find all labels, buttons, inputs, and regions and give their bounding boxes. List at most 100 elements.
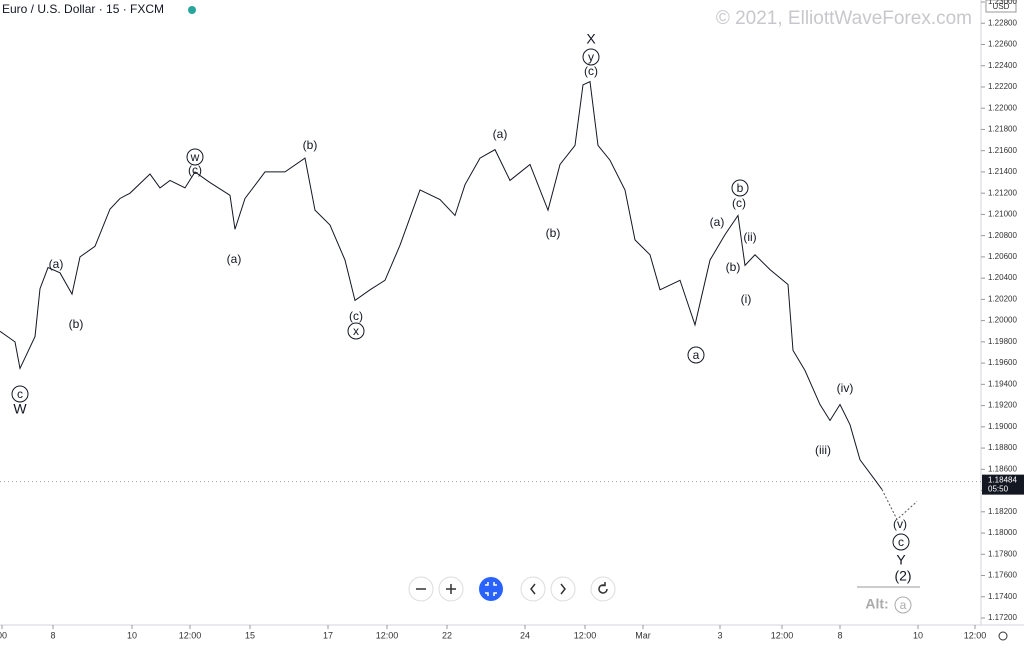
y-tick-label: 1.21200 xyxy=(988,188,1017,197)
y-tick-label: 1.17800 xyxy=(988,549,1017,558)
wave-circle xyxy=(582,48,600,66)
wave-label: (2) xyxy=(894,568,911,584)
settings[interactable] xyxy=(998,631,1008,641)
wave-label: w xyxy=(190,150,200,164)
scroll-left[interactable] xyxy=(520,576,546,602)
icon xyxy=(560,583,566,595)
x-tick-label: 12:00 xyxy=(771,630,794,640)
wave-label: (v) xyxy=(893,517,907,531)
alt-label: Alt: xyxy=(865,596,888,612)
currency-box xyxy=(985,0,1017,13)
x-tick-label: 12:00 xyxy=(179,630,202,640)
y-tick-label: 1.23000 xyxy=(988,0,1017,6)
y-tick-label: 1.20400 xyxy=(988,273,1017,282)
x-tick-label: 10 xyxy=(127,630,137,640)
wave-label: (a) xyxy=(227,252,242,266)
y-tick-label: 1.18600 xyxy=(988,464,1017,473)
x-tick-label: 10 xyxy=(913,630,923,640)
wave-label: (b) xyxy=(726,260,741,274)
wave-label: (c) xyxy=(188,163,202,177)
wave-circle xyxy=(731,179,749,197)
x-tick-label: 3 xyxy=(717,630,722,640)
y-tick-label: 1.19400 xyxy=(988,379,1017,388)
alt-circled-label: a xyxy=(900,598,907,612)
watermark: © 2021, ElliottWaveForex.com xyxy=(716,8,972,29)
y-tick-label: 1.22200 xyxy=(988,82,1017,91)
x-tick-label: 00 xyxy=(0,630,7,640)
y-tick-label: 1.22400 xyxy=(988,61,1017,70)
wave-circle xyxy=(186,148,204,166)
wave-circle xyxy=(687,346,705,364)
wave-label: (c) xyxy=(584,64,598,78)
last-price-label: 1.18484 xyxy=(988,476,1017,485)
y-tick-label: 1.20600 xyxy=(988,252,1017,261)
y-tick-label: 1.22600 xyxy=(988,40,1017,49)
wave-circle xyxy=(347,322,365,340)
x-tick-label: 8 xyxy=(837,630,842,640)
wave-label: Y xyxy=(896,552,906,568)
y-tick-label: 1.17200 xyxy=(988,613,1017,622)
y-tick-label: 1.19800 xyxy=(988,337,1017,346)
y-tick-label: 1.22800 xyxy=(988,18,1017,27)
y-tick-label: 1.19200 xyxy=(988,401,1017,410)
wave-label: x xyxy=(353,324,359,338)
icon xyxy=(446,584,456,594)
y-tick-label: 1.19000 xyxy=(988,422,1017,431)
countdown: 05:50 xyxy=(988,485,1009,494)
y-tick-label: 1.21600 xyxy=(988,146,1017,155)
x-tick-label: 12:00 xyxy=(964,630,987,640)
icon xyxy=(485,582,497,596)
x-tick-label: 8 xyxy=(50,630,55,640)
wave-label: b xyxy=(737,181,744,195)
icon xyxy=(598,582,608,594)
x-tick-label: Mar xyxy=(635,630,651,640)
wave-label: (c) xyxy=(349,309,363,323)
y-tick-label: 1.21800 xyxy=(988,125,1017,134)
y-tick-label: 1.20000 xyxy=(988,316,1017,325)
wave-label: y xyxy=(588,50,594,64)
wave-circle xyxy=(892,533,910,551)
refresh[interactable] xyxy=(590,576,616,602)
y-tick-label: 1.17600 xyxy=(988,571,1017,580)
symbol-title: Euro / U.S. Dollar · 15 · FXCM xyxy=(2,2,164,16)
wave-label: (iv) xyxy=(837,381,854,395)
y-tick-label: 1.20200 xyxy=(988,294,1017,303)
wave-label: (a) xyxy=(49,257,64,271)
x-tick-label: 15 xyxy=(245,630,255,640)
wave-label: (b) xyxy=(303,138,318,152)
wave-label: W xyxy=(13,401,27,417)
wave-label: (iii) xyxy=(815,443,831,457)
wave-label: (b) xyxy=(69,317,84,331)
y-tick-label: 1.18800 xyxy=(988,443,1017,452)
toolbar xyxy=(408,576,1008,641)
wave-label: a xyxy=(693,348,700,362)
y-tick-label: 1.22000 xyxy=(988,103,1017,112)
y-tick-label: 1.17400 xyxy=(988,592,1017,601)
reset-scale[interactable] xyxy=(479,577,503,601)
last-price-box xyxy=(982,474,1024,495)
wave-label: c xyxy=(898,535,904,549)
status-dot xyxy=(188,6,196,14)
wave-label: (b) xyxy=(546,226,561,240)
y-tick-label: 1.19600 xyxy=(988,358,1017,367)
x-tick-label: 17 xyxy=(323,630,333,640)
wave-label: (a) xyxy=(493,127,508,141)
wave-label: (c) xyxy=(732,196,746,210)
y-tick-label: 1.20800 xyxy=(988,231,1017,240)
projection xyxy=(881,489,918,521)
x-tick-label: 24 xyxy=(520,630,530,640)
wave-label: (ii) xyxy=(743,230,756,244)
wave-label: X xyxy=(586,31,596,47)
y-tick-label: 1.21000 xyxy=(988,210,1017,219)
alt-circle xyxy=(894,596,912,614)
currency: USD xyxy=(993,2,1010,11)
wave-label: c xyxy=(17,387,23,401)
y-tick-label: 1.18200 xyxy=(988,507,1017,516)
wave-circle xyxy=(11,385,29,403)
scroll-right[interactable] xyxy=(550,576,576,602)
y-tick-label: 1.18000 xyxy=(988,528,1017,537)
price-line xyxy=(0,80,883,490)
